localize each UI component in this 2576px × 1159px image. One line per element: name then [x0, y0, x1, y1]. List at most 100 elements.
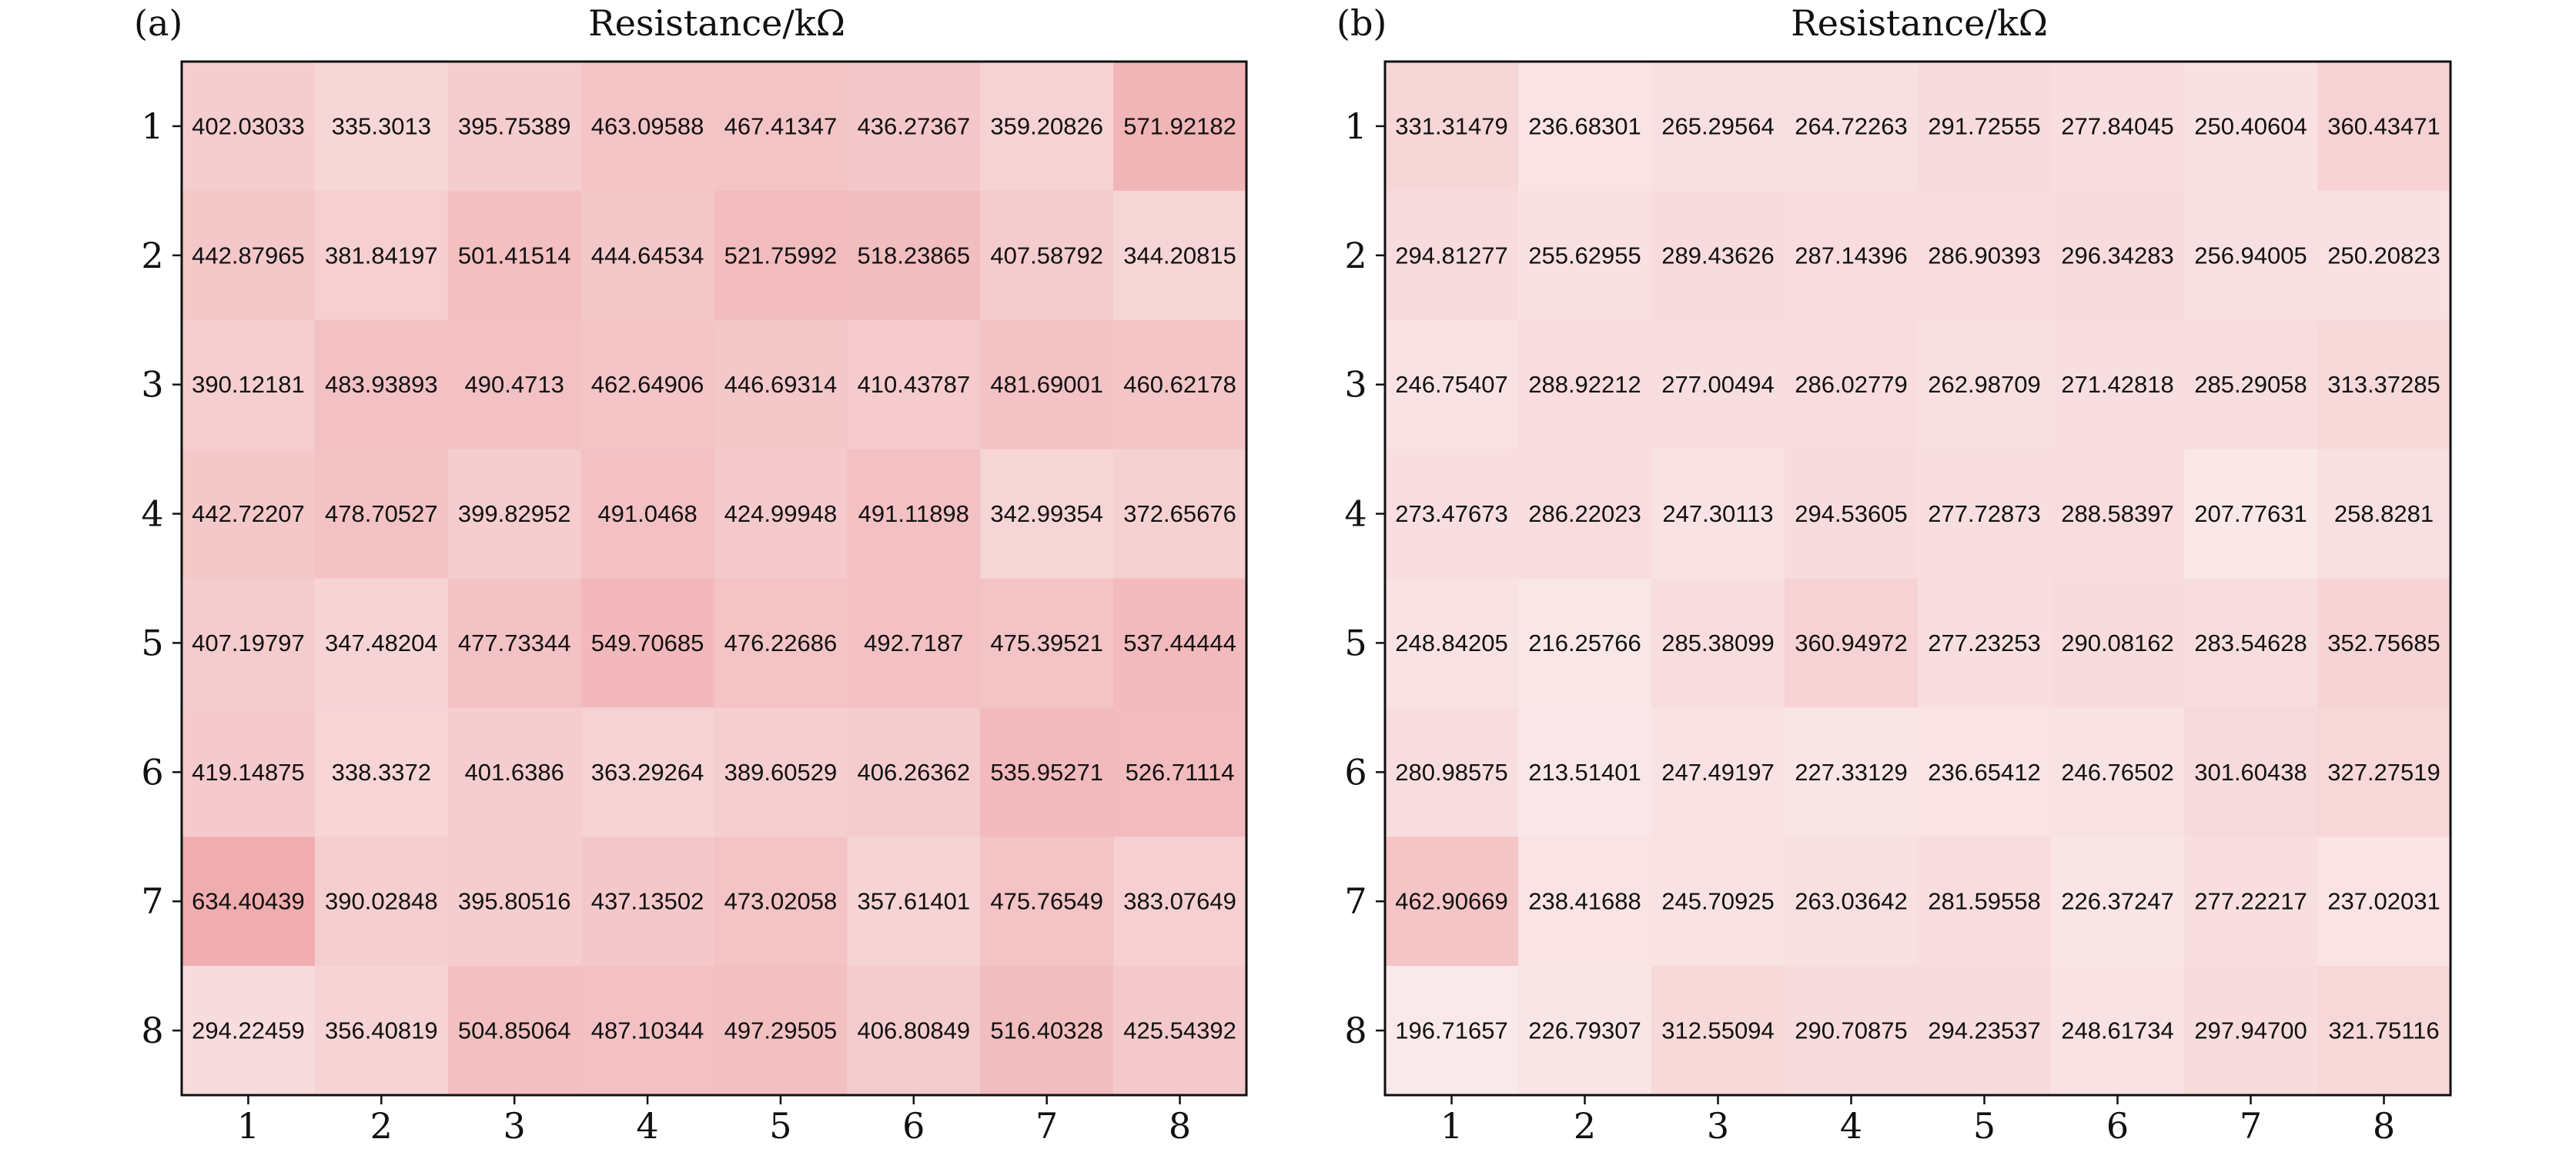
cell-value-label: 263.03642 — [1795, 888, 1908, 915]
cell-value-label: 226.37247 — [2061, 888, 2174, 915]
heatmap-cell — [1651, 578, 1785, 708]
heatmap-cell — [182, 966, 316, 1096]
heatmap-cell — [2051, 578, 2185, 708]
cell-value-label: 250.20823 — [2327, 242, 2441, 269]
heatmap-cell — [847, 837, 981, 967]
heatmap-cell — [1518, 62, 1652, 192]
cell-value-label: 467.41347 — [724, 112, 838, 139]
heatmap-cell — [1651, 707, 1785, 837]
y-tick-label: 2 — [141, 235, 163, 276]
heatmap-cell — [1918, 190, 2052, 321]
cell-value-label: 246.76502 — [2061, 759, 2174, 786]
cell-value-label: 288.92212 — [1528, 371, 1641, 398]
x-tick-label: 7 — [1035, 1105, 1058, 1147]
x-tick-label: 5 — [769, 1105, 791, 1147]
cell-value-label: 335.3013 — [332, 112, 431, 139]
x-tick-label: 8 — [2373, 1105, 2395, 1147]
cell-value-label: 501.41514 — [458, 242, 571, 269]
x-tick-label: 6 — [902, 1105, 925, 1147]
heatmap-cell — [1518, 578, 1652, 708]
cell-value-label: 487.10344 — [591, 1017, 704, 1044]
y-tick-label: 7 — [1344, 880, 1367, 922]
heatmap-cell — [1518, 966, 1652, 1096]
cell-value-label: 406.80849 — [858, 1017, 971, 1044]
heatmap-cell — [714, 707, 848, 837]
cell-value-label: 516.40328 — [990, 1017, 1103, 1044]
heatmap-cell — [580, 707, 715, 837]
chart-title: Resistance/kΩ — [588, 2, 845, 44]
y-tick-label: 4 — [141, 493, 163, 535]
heatmap-cell — [447, 966, 582, 1096]
cell-value-label: 281.59558 — [1928, 888, 2041, 915]
panel-label: (a) — [134, 2, 182, 44]
heatmap-cell — [847, 319, 981, 450]
heatmap-cell — [1385, 449, 1519, 580]
cell-value-label: 312.55094 — [1661, 1017, 1775, 1044]
cell-value-label: 425.54392 — [1123, 1017, 1236, 1044]
cell-value-label: 247.49197 — [1661, 759, 1775, 786]
x-tick-label: 4 — [1840, 1105, 1862, 1147]
cell-value-label: 294.23537 — [1928, 1017, 2041, 1044]
cell-value-label: 475.76549 — [990, 888, 1103, 915]
heatmap-panel-b: (b) Resistance/kΩ 331.31479 236.68301 265.… — [1337, 2, 2452, 1147]
cell-value-label: 297.94700 — [2194, 1017, 2307, 1044]
cell-value-label: 286.90393 — [1928, 242, 2041, 269]
heatmap-cell — [1113, 707, 1247, 837]
heatmap-cell — [1113, 319, 1247, 450]
heatmap-cell — [1785, 578, 1919, 708]
cell-value-label: 483.93893 — [325, 371, 438, 398]
y-tick-label: 8 — [1344, 1010, 1367, 1051]
heatmap-cell — [2051, 62, 2185, 192]
heatmap-cell — [847, 578, 981, 708]
cell-value-label: 237.02031 — [2327, 888, 2441, 915]
heatmap-cell — [447, 837, 582, 967]
heatmap-cell — [580, 62, 715, 192]
heatmap-cell — [1385, 319, 1519, 450]
heatmap-cell — [182, 837, 316, 967]
cell-value-label: 460.62178 — [1123, 371, 1236, 398]
heatmap-cell — [1651, 319, 1785, 450]
cell-value-label: 196.71657 — [1395, 1017, 1508, 1044]
y-tick-label: 3 — [1344, 364, 1367, 406]
y-tick-label: 2 — [1344, 235, 1367, 276]
x-tick-label: 1 — [1440, 1105, 1463, 1147]
cell-value-label: 245.70925 — [1661, 888, 1775, 915]
heatmap-cell — [1385, 578, 1519, 708]
heatmap-cell — [1918, 707, 2052, 837]
cell-value-label: 446.69314 — [724, 371, 838, 398]
heatmap-cell — [182, 319, 316, 450]
cell-value-label: 395.75389 — [458, 112, 571, 139]
cell-value-label: 402.03033 — [192, 112, 305, 139]
heatmap-cell — [580, 319, 715, 450]
cell-value-label: 277.84045 — [2061, 112, 2174, 139]
cell-value-label: 437.13502 — [591, 888, 704, 915]
heatmap-cell — [847, 190, 981, 321]
y-tick-label: 5 — [141, 622, 163, 663]
heatmap-cell — [1113, 837, 1247, 967]
heatmap-cell — [580, 449, 715, 580]
heatmap-cell — [847, 966, 981, 1096]
heatmap-cell — [580, 190, 715, 321]
heatmap-cell — [182, 190, 316, 321]
cell-value-label: 271.42818 — [2061, 371, 2174, 398]
cell-value-label: 442.72207 — [192, 500, 305, 527]
x-tick-label: 2 — [1574, 1105, 1596, 1147]
heatmap-cell — [1785, 966, 1919, 1096]
cell-value-label: 360.43471 — [2327, 112, 2441, 139]
heatmap-cell — [1785, 707, 1919, 837]
cell-value-label: 226.79307 — [1528, 1017, 1641, 1044]
heatmap-cell — [2051, 190, 2185, 321]
heatmap-cell — [980, 62, 1114, 192]
heatmap-cell — [2184, 190, 2318, 321]
cell-value-label: 327.27519 — [2327, 759, 2441, 786]
y-tick-label: 4 — [1344, 493, 1367, 535]
heatmap-cell — [447, 449, 582, 580]
cell-value-label: 277.72873 — [1928, 500, 2041, 527]
heatmap-cell — [580, 578, 715, 708]
heatmap-cell — [2317, 62, 2451, 192]
cell-value-label: 294.22459 — [192, 1017, 305, 1044]
heatmap-cell — [1113, 190, 1247, 321]
heatmap-cell — [1651, 837, 1785, 967]
heatmap-cell — [980, 578, 1114, 708]
cell-value-label: 407.58792 — [990, 242, 1103, 269]
